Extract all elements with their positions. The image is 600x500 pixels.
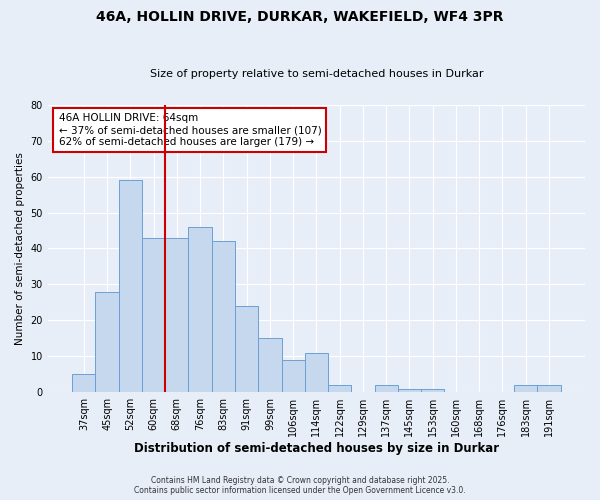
Bar bbox=[374, 385, 398, 392]
Bar bbox=[281, 360, 305, 392]
Bar bbox=[212, 242, 235, 392]
Bar bbox=[142, 238, 165, 392]
Bar bbox=[305, 352, 328, 392]
Text: 46A HOLLIN DRIVE: 64sqm
← 37% of semi-detached houses are smaller (107)
62% of s: 46A HOLLIN DRIVE: 64sqm ← 37% of semi-de… bbox=[59, 114, 321, 146]
Bar bbox=[235, 306, 258, 392]
Bar bbox=[398, 388, 421, 392]
Text: Contains HM Land Registry data © Crown copyright and database right 2025.
Contai: Contains HM Land Registry data © Crown c… bbox=[134, 476, 466, 495]
Bar bbox=[119, 180, 142, 392]
Bar bbox=[188, 227, 212, 392]
Bar bbox=[421, 388, 445, 392]
Title: Size of property relative to semi-detached houses in Durkar: Size of property relative to semi-detach… bbox=[149, 69, 483, 79]
X-axis label: Distribution of semi-detached houses by size in Durkar: Distribution of semi-detached houses by … bbox=[134, 442, 499, 455]
Text: 46A, HOLLIN DRIVE, DURKAR, WAKEFIELD, WF4 3PR: 46A, HOLLIN DRIVE, DURKAR, WAKEFIELD, WF… bbox=[96, 10, 504, 24]
Bar bbox=[538, 385, 560, 392]
Bar bbox=[514, 385, 538, 392]
Y-axis label: Number of semi-detached properties: Number of semi-detached properties bbox=[15, 152, 25, 345]
Bar bbox=[328, 385, 351, 392]
Bar bbox=[72, 374, 95, 392]
Bar bbox=[165, 238, 188, 392]
Bar bbox=[258, 338, 281, 392]
Bar bbox=[95, 292, 119, 392]
